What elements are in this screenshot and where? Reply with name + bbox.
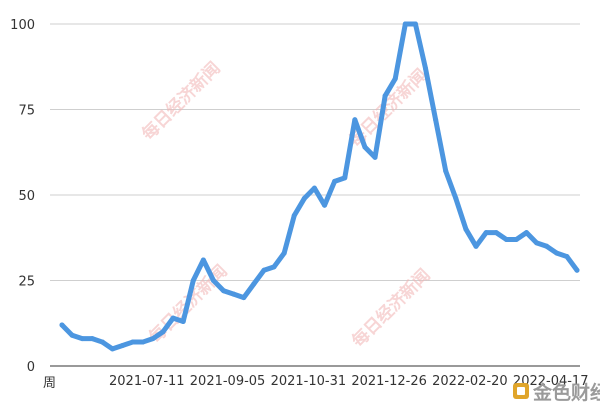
x-tick-label: 2021-10-31 bbox=[271, 374, 347, 389]
data-point bbox=[443, 168, 449, 174]
data-point bbox=[392, 76, 398, 82]
watermark-text: 每日经济新闻 bbox=[348, 265, 435, 352]
data-point bbox=[554, 250, 560, 256]
data-point bbox=[382, 93, 388, 99]
x-tick-label: 2022-02-20 bbox=[432, 374, 508, 389]
data-point bbox=[89, 336, 95, 342]
data-point bbox=[352, 117, 358, 123]
data-point bbox=[120, 342, 126, 348]
data-point bbox=[150, 336, 156, 342]
data-point bbox=[493, 230, 499, 236]
x-tick-label: 2021-07-11 bbox=[109, 374, 185, 389]
data-point bbox=[140, 339, 146, 345]
y-tick-label: 25 bbox=[18, 275, 35, 290]
data-point bbox=[433, 117, 439, 123]
data-point bbox=[210, 278, 216, 283]
data-point bbox=[564, 254, 570, 260]
data-point bbox=[574, 267, 580, 273]
data-point bbox=[170, 315, 176, 321]
data-point bbox=[483, 230, 489, 236]
watermark-text: 每日经济新闻 bbox=[345, 65, 432, 152]
data-point bbox=[412, 21, 418, 27]
data-point bbox=[241, 295, 247, 301]
data-point bbox=[271, 264, 277, 270]
data-point bbox=[200, 257, 206, 263]
x-tick-label: 2022-04-17 bbox=[513, 374, 589, 389]
data-point bbox=[423, 65, 429, 71]
data-point bbox=[99, 339, 105, 345]
watermark-text: 每日经济新闻 bbox=[138, 58, 225, 145]
y-tick-label: 50 bbox=[18, 189, 35, 204]
x-axis-label: 周 bbox=[43, 376, 56, 391]
y-tick-label: 75 bbox=[18, 104, 35, 119]
data-point bbox=[513, 236, 519, 242]
data-point bbox=[190, 278, 196, 283]
y-tick-label: 0 bbox=[27, 360, 35, 375]
data-point bbox=[301, 195, 307, 201]
data-points bbox=[59, 21, 580, 352]
data-point bbox=[322, 202, 328, 208]
data-point bbox=[79, 336, 85, 342]
data-point bbox=[534, 240, 540, 246]
series-line bbox=[59, 21, 580, 352]
data-point bbox=[180, 319, 186, 325]
data-point bbox=[160, 329, 166, 335]
data-point bbox=[281, 250, 287, 256]
x-tick-label: 2021-12-26 bbox=[351, 374, 427, 389]
data-point bbox=[372, 154, 378, 160]
data-point bbox=[109, 346, 115, 352]
data-point bbox=[221, 288, 227, 294]
data-point bbox=[503, 236, 509, 242]
logo-text: 金色财经 bbox=[532, 381, 600, 404]
data-point bbox=[362, 144, 368, 150]
y-tick-label: 100 bbox=[10, 18, 35, 33]
data-point bbox=[473, 243, 479, 249]
data-point bbox=[332, 178, 338, 184]
data-point bbox=[69, 332, 75, 338]
data-point bbox=[342, 175, 348, 181]
y-axis-ticks: 0 25 50 75 100 bbox=[10, 18, 35, 375]
gridlines bbox=[50, 23, 580, 367]
data-point bbox=[130, 339, 136, 345]
data-point bbox=[291, 213, 297, 219]
data-point bbox=[453, 195, 459, 201]
data-point bbox=[463, 226, 469, 232]
data-point bbox=[402, 21, 408, 27]
logo: 金色财经 bbox=[513, 381, 600, 404]
data-point bbox=[231, 291, 237, 297]
data-point bbox=[311, 185, 317, 191]
data-point bbox=[544, 243, 550, 249]
data-point bbox=[251, 281, 257, 287]
x-tick-label: 2021-09-05 bbox=[190, 374, 266, 389]
x-axis-ticks: 2021-07-11 2021-09-05 2021-10-31 2021-12-26… bbox=[109, 374, 588, 389]
data-point bbox=[59, 322, 65, 328]
data-point bbox=[524, 230, 530, 236]
data-point bbox=[261, 267, 267, 273]
